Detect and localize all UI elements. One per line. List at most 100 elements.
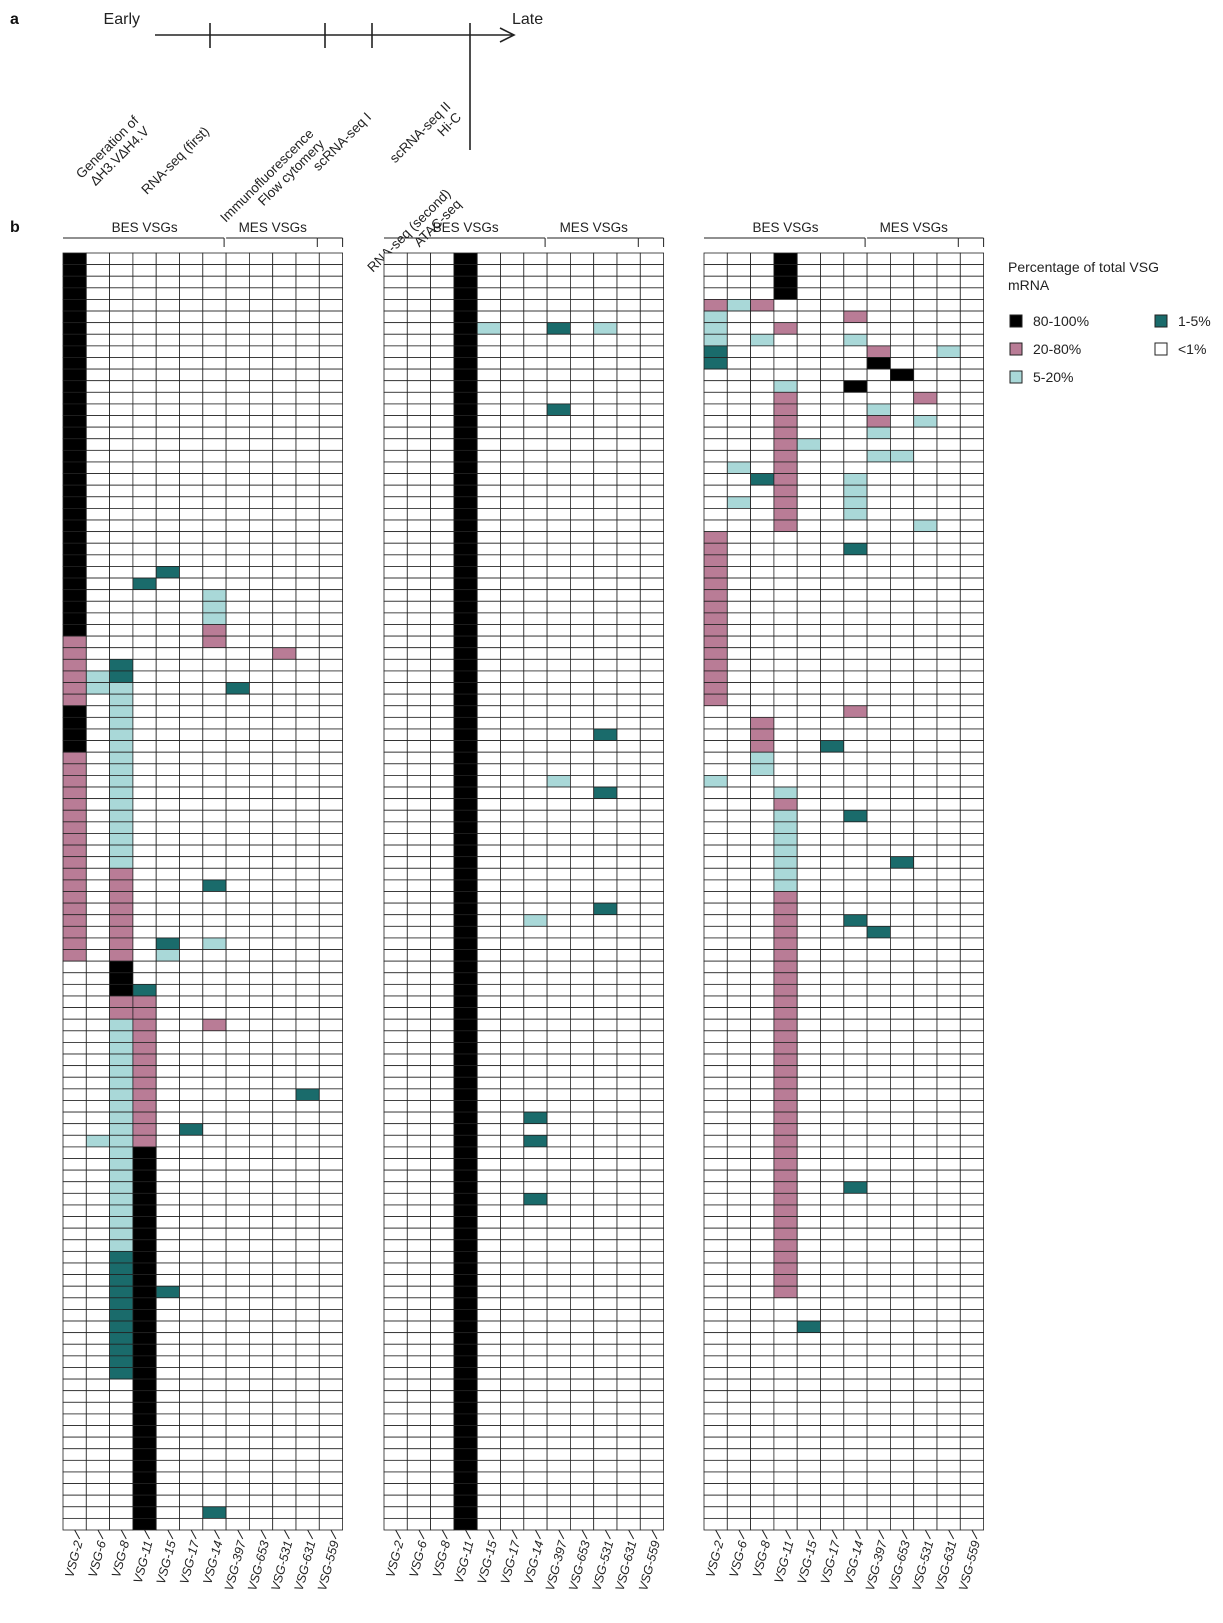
heatmap-cell	[318, 275, 343, 289]
heatmap-cell	[406, 798, 431, 811]
heatmap-cell	[476, 1065, 501, 1078]
heatmap-cell	[639, 1181, 664, 1194]
heatmap-cell	[248, 1250, 274, 1264]
heatmap-cell	[703, 1158, 728, 1171]
heatmap-cell	[523, 809, 548, 823]
heatmap-cell	[295, 937, 320, 950]
heatmap-cell	[820, 1309, 845, 1322]
heatmap-cell	[295, 577, 320, 591]
heatmap-cell	[890, 1227, 915, 1241]
heatmap-cell	[703, 937, 728, 950]
heatmap-cell	[225, 716, 250, 730]
heatmap-cell	[523, 554, 548, 567]
heatmap-cell	[890, 1007, 915, 1020]
heatmap-cell	[703, 1285, 728, 1299]
heatmap-cell	[796, 995, 821, 1008]
heatmap-cell	[959, 310, 984, 324]
heatmap-cell	[476, 1146, 501, 1159]
heatmap-cell	[383, 531, 408, 544]
heatmap-cell	[843, 1413, 868, 1426]
heatmap-cell	[202, 960, 227, 974]
heatmap-cell	[773, 1100, 798, 1113]
heatmap-cell	[500, 786, 525, 800]
heatmap-cell	[406, 716, 431, 730]
heatmap-cell	[155, 507, 180, 521]
heatmap-cell	[570, 1274, 595, 1287]
heatmap-cell	[570, 380, 595, 393]
heatmap-cell	[225, 391, 250, 405]
heatmap-cell	[936, 1401, 961, 1415]
heatmap-cell	[109, 1053, 134, 1067]
heatmap-cell	[796, 531, 821, 544]
heatmap-cell	[843, 1367, 868, 1380]
heatmap-cell	[383, 554, 408, 567]
heatmap-cell	[85, 299, 111, 312]
heatmap-cell	[155, 809, 180, 823]
heatmap-cell	[272, 1413, 297, 1426]
heatmap-cell	[570, 1332, 595, 1345]
heatmap-cell	[843, 1076, 868, 1090]
heatmap-cell	[570, 1378, 595, 1392]
heatmap-cell	[179, 1285, 204, 1299]
heatmap-cell	[866, 589, 891, 602]
heatmap-cell	[272, 867, 297, 881]
heatmap-cell	[225, 809, 250, 823]
heatmap-cell	[703, 380, 728, 393]
heatmap-cell	[616, 809, 641, 823]
heatmap-cell	[703, 542, 728, 556]
heatmap-cell	[820, 1297, 845, 1310]
heatmap-cell	[406, 1274, 431, 1287]
heatmap-cell	[453, 1111, 478, 1125]
heatmap-cell	[866, 1169, 891, 1183]
heatmap-cell	[546, 1018, 571, 1032]
heatmap-cell	[453, 449, 478, 463]
heatmap-cell	[248, 299, 274, 312]
heatmap-cell	[179, 1076, 204, 1090]
heatmap-cell	[616, 531, 641, 544]
heatmap-cell	[453, 1355, 478, 1368]
heatmap-cell	[295, 809, 320, 823]
heatmap-cell	[570, 1471, 595, 1484]
heatmap-cell	[430, 1506, 455, 1519]
heatmap-cell	[383, 1413, 408, 1426]
heatmap-cell	[866, 763, 891, 776]
heatmap-cell	[866, 1239, 891, 1252]
heatmap-cell	[866, 322, 891, 335]
heatmap-cell	[430, 1158, 455, 1171]
heatmap-cell	[843, 705, 868, 718]
heatmap-cell	[843, 612, 868, 625]
heatmap-cell	[639, 275, 664, 289]
heatmap-cell	[406, 705, 431, 718]
heatmap-cell	[155, 867, 180, 881]
heatmap-cell	[616, 554, 641, 567]
heatmap-cell	[570, 728, 595, 741]
heatmap-cell	[155, 589, 180, 602]
heatmap-cell	[959, 995, 984, 1008]
heatmap-cell	[703, 647, 728, 660]
heatmap-cell	[773, 1494, 798, 1508]
heatmap-cell	[85, 728, 111, 741]
heatmap-cell	[500, 647, 525, 660]
heatmap-cell	[62, 670, 87, 683]
heatmap-cell	[318, 751, 343, 765]
heatmap-cell	[570, 740, 595, 753]
heatmap-cell	[890, 751, 915, 765]
heatmap-cell	[85, 415, 111, 428]
heatmap-cell	[913, 1100, 938, 1113]
heatmap-cell	[109, 322, 134, 335]
heatmap-cell	[523, 1192, 548, 1206]
heatmap-cell	[890, 658, 915, 672]
heatmap-cell	[616, 1390, 641, 1403]
heatmap-cell	[202, 867, 227, 881]
heatmap-cell	[109, 1436, 134, 1450]
heatmap-cell	[453, 1285, 478, 1299]
heatmap-cell	[272, 531, 297, 544]
heatmap-cell	[500, 589, 525, 602]
heatmap-cell	[155, 1471, 180, 1484]
heatmap-cell	[225, 426, 250, 440]
heatmap-cell	[866, 1401, 891, 1415]
heatmap-cell	[726, 1065, 751, 1078]
column-label: VSG-559	[636, 1539, 663, 1592]
heatmap-cell	[179, 1320, 204, 1334]
heatmap-cell	[546, 833, 571, 846]
